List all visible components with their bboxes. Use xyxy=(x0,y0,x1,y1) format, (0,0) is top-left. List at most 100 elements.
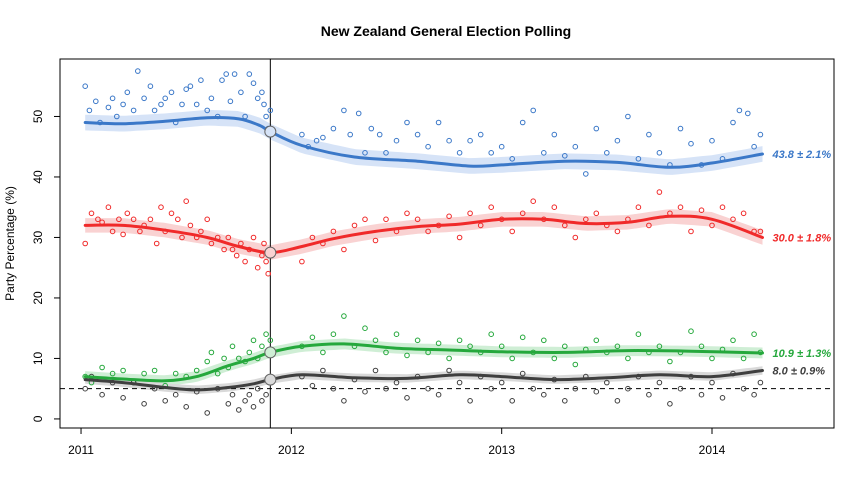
poll-point xyxy=(82,240,88,247)
poll-point xyxy=(147,83,154,89)
poll-point xyxy=(341,398,347,404)
poll-point xyxy=(147,216,154,223)
poll-point xyxy=(498,143,505,150)
poll-point xyxy=(250,404,257,410)
election-result-marker xyxy=(264,346,277,359)
end-labels: 43.8 ± 2.1% 30.0 ± 1.8% 10.9 ± 1.3% 8.0 ± 0… xyxy=(771,149,831,378)
poll-point xyxy=(265,270,272,277)
poll-point xyxy=(214,370,221,377)
poll-point xyxy=(456,150,463,156)
poll-point xyxy=(604,379,610,386)
plot-frame xyxy=(59,58,835,429)
poll-point xyxy=(719,204,726,210)
poll-points xyxy=(82,68,764,416)
poll-point xyxy=(229,343,236,350)
poll-point xyxy=(193,101,200,108)
poll-point xyxy=(259,398,265,404)
election-result-marker xyxy=(264,125,277,138)
poll-point xyxy=(187,222,194,229)
poll-point xyxy=(740,385,747,392)
poll-point xyxy=(383,349,389,356)
poll-point xyxy=(221,246,227,253)
poll-point xyxy=(158,101,164,108)
poll-point xyxy=(225,234,232,241)
poll-point xyxy=(355,110,362,117)
poll-point xyxy=(162,95,168,102)
poll-point xyxy=(562,343,568,350)
poll-point xyxy=(709,379,715,386)
poll-point xyxy=(347,131,354,138)
poll-point xyxy=(261,101,267,108)
x-tick-label: 2014 xyxy=(699,443,726,457)
poll-point xyxy=(341,313,347,319)
poll-point xyxy=(263,331,269,338)
poll-point xyxy=(172,370,179,377)
election-result-marker xyxy=(264,246,277,259)
poll-point xyxy=(667,401,673,407)
poll-point xyxy=(162,398,168,404)
poll-point xyxy=(313,137,320,144)
poll-point xyxy=(541,337,547,344)
poll-point xyxy=(698,207,705,213)
poll-point xyxy=(698,343,705,350)
poll-point xyxy=(583,216,589,223)
poll-point xyxy=(168,89,175,96)
poll-point xyxy=(254,264,261,271)
poll-point xyxy=(404,210,410,217)
poll-point xyxy=(168,210,175,217)
series-end-label: 10.9 ± 1.3% xyxy=(772,348,831,360)
poll-point xyxy=(233,252,240,259)
poll-point xyxy=(231,71,238,77)
poll-point xyxy=(229,391,236,398)
poll-point xyxy=(236,407,242,413)
chart-title: New Zealand General Election Polling xyxy=(321,23,572,39)
poll-point xyxy=(362,216,368,223)
poll-point xyxy=(656,189,663,195)
poll-point xyxy=(254,385,261,392)
election-result-marker xyxy=(264,373,277,386)
poll-point xyxy=(95,216,101,223)
poll-point xyxy=(246,71,253,77)
poll-point xyxy=(572,143,579,150)
poll-point xyxy=(179,101,185,108)
trend-line xyxy=(83,214,764,255)
poll-point xyxy=(677,204,684,210)
poll-point xyxy=(259,89,265,96)
poll-point xyxy=(656,150,663,156)
poll-point xyxy=(435,340,442,347)
poll-point xyxy=(130,107,137,114)
poll-point xyxy=(730,119,736,126)
poll-point xyxy=(593,388,600,395)
poll-point xyxy=(614,398,621,404)
poll-point xyxy=(688,228,694,235)
poll-point xyxy=(183,86,189,92)
poll-point xyxy=(109,370,116,377)
poll-point xyxy=(263,113,269,120)
poll-point xyxy=(204,358,210,365)
poll-point xyxy=(688,328,694,335)
poll-point xyxy=(82,83,88,89)
poll-point xyxy=(198,77,204,83)
poll-point xyxy=(330,385,337,392)
poll-point xyxy=(99,364,105,371)
poll-point xyxy=(677,125,684,132)
poll-point xyxy=(172,391,179,398)
poll-point xyxy=(541,150,547,156)
poll-point xyxy=(736,107,743,114)
poll-point xyxy=(625,113,631,120)
poll-point xyxy=(299,131,305,138)
poll-point xyxy=(551,355,558,362)
poll-point xyxy=(456,337,463,344)
poll-point xyxy=(751,331,757,338)
poll-point xyxy=(261,240,267,247)
y-axis: 0 10 20 30 40 50 xyxy=(31,109,60,422)
poll-point xyxy=(309,334,316,341)
poll-point xyxy=(646,391,652,398)
poll-point xyxy=(238,89,244,96)
poll-point xyxy=(551,131,558,138)
poll-point xyxy=(151,367,158,374)
poll-point xyxy=(225,401,232,407)
poll-point xyxy=(404,119,410,126)
poll-point xyxy=(372,367,379,374)
